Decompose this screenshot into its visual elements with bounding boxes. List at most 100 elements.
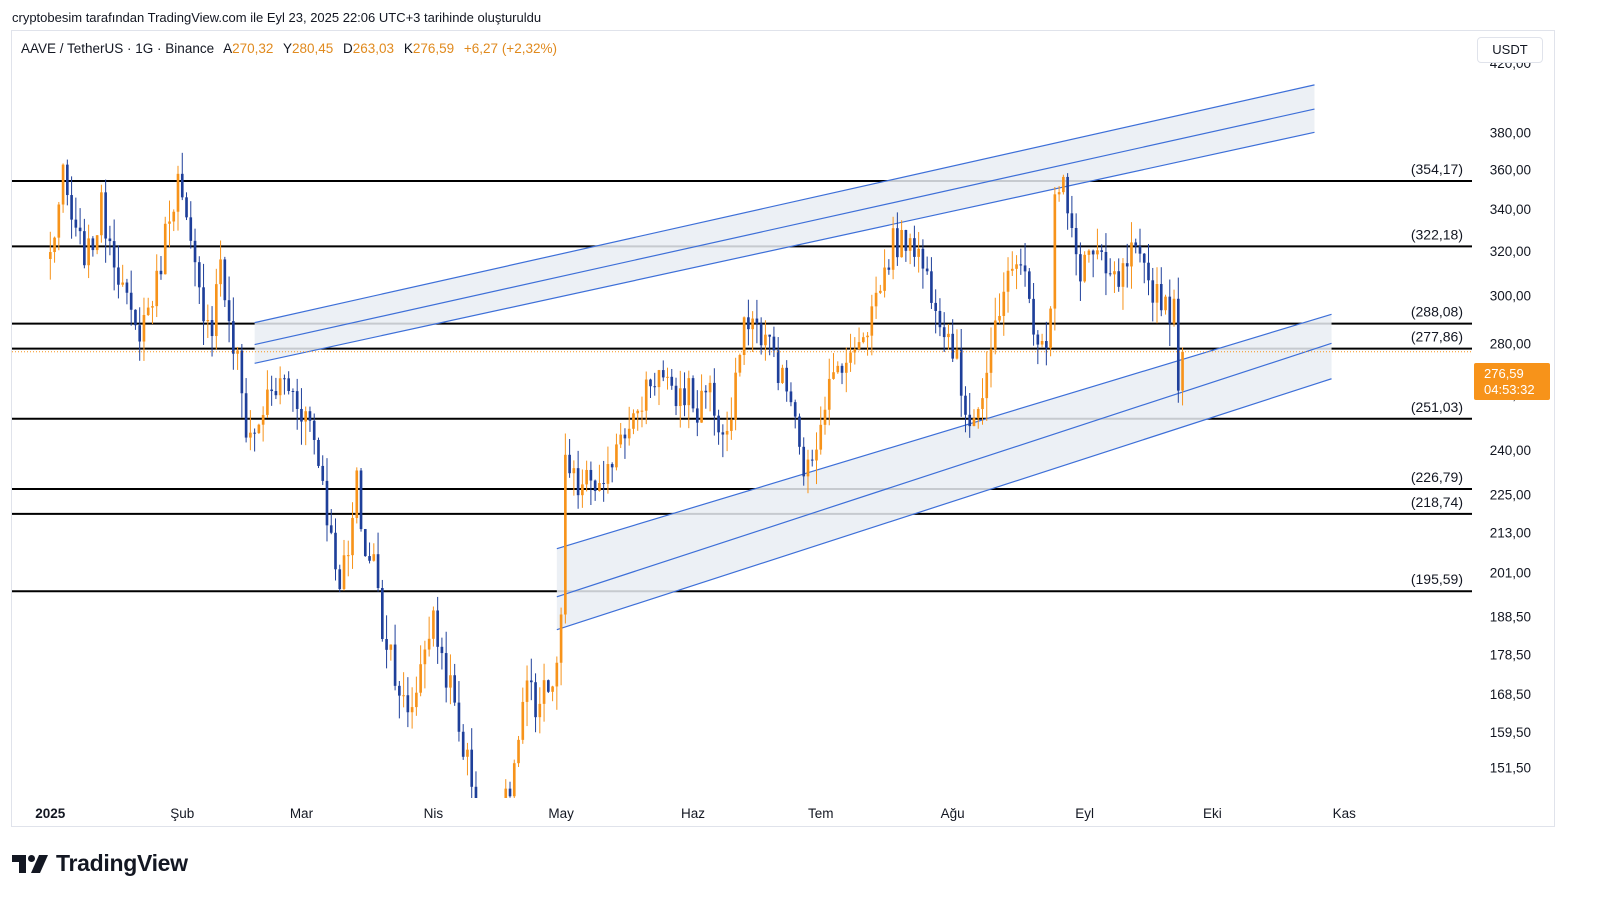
candle[interactable] bbox=[457, 681, 461, 742]
candle[interactable] bbox=[240, 344, 244, 418]
candle[interactable] bbox=[1151, 267, 1155, 322]
candle[interactable] bbox=[180, 152, 184, 201]
candle[interactable] bbox=[427, 616, 431, 657]
candle[interactable] bbox=[125, 278, 129, 305]
candle[interactable] bbox=[346, 540, 350, 577]
candle[interactable] bbox=[372, 543, 376, 562]
candle[interactable] bbox=[598, 464, 601, 492]
candle[interactable] bbox=[1010, 251, 1014, 276]
candle[interactable] bbox=[185, 192, 188, 221]
candle[interactable] bbox=[764, 320, 767, 361]
candle[interactable] bbox=[368, 542, 371, 564]
candle[interactable] bbox=[815, 432, 818, 485]
candle[interactable] bbox=[529, 658, 533, 701]
candle[interactable] bbox=[547, 679, 550, 693]
candle[interactable] bbox=[398, 681, 401, 719]
candle[interactable] bbox=[683, 372, 686, 417]
candle[interactable] bbox=[1117, 258, 1121, 292]
candle[interactable] bbox=[585, 460, 588, 492]
candle[interactable] bbox=[227, 276, 231, 343]
candle[interactable] bbox=[844, 347, 848, 393]
candle[interactable] bbox=[810, 449, 814, 467]
candle[interactable] bbox=[619, 422, 623, 449]
candle[interactable] bbox=[342, 539, 346, 591]
lower-channel-line-2[interactable] bbox=[556, 378, 1332, 631]
candle[interactable] bbox=[206, 304, 210, 339]
candle[interactable] bbox=[725, 411, 729, 452]
candle[interactable] bbox=[853, 337, 857, 365]
candle[interactable] bbox=[210, 306, 214, 357]
candle[interactable] bbox=[989, 327, 993, 388]
candle[interactable] bbox=[559, 607, 563, 686]
candle[interactable] bbox=[321, 455, 325, 485]
candle[interactable] bbox=[1181, 347, 1184, 406]
candle[interactable] bbox=[223, 256, 227, 308]
candle[interactable] bbox=[730, 397, 733, 440]
candle[interactable] bbox=[538, 687, 542, 734]
candle[interactable] bbox=[1091, 249, 1095, 278]
candle[interactable] bbox=[521, 687, 525, 744]
candle[interactable] bbox=[244, 378, 248, 443]
candle[interactable] bbox=[674, 377, 678, 416]
candle[interactable] bbox=[108, 225, 112, 256]
candle[interactable] bbox=[385, 615, 388, 669]
candle[interactable] bbox=[666, 367, 669, 390]
candle[interactable] bbox=[1070, 195, 1074, 238]
candle[interactable] bbox=[708, 375, 712, 412]
candle[interactable] bbox=[487, 813, 490, 843]
candle[interactable] bbox=[551, 685, 554, 702]
candle[interactable] bbox=[542, 663, 546, 722]
candle[interactable] bbox=[389, 644, 393, 661]
candle[interactable] bbox=[1019, 248, 1023, 275]
candle[interactable] bbox=[857, 327, 861, 351]
lower-channel-line-1[interactable] bbox=[556, 342, 1332, 598]
candle[interactable] bbox=[129, 270, 133, 326]
candle[interactable] bbox=[159, 256, 163, 280]
candle[interactable] bbox=[172, 209, 176, 232]
candle[interactable] bbox=[291, 388, 295, 412]
candle[interactable] bbox=[998, 293, 1001, 324]
candle[interactable] bbox=[1121, 258, 1125, 310]
candle[interactable] bbox=[202, 263, 205, 345]
candle[interactable] bbox=[959, 328, 963, 417]
candle[interactable] bbox=[653, 372, 657, 396]
candle[interactable] bbox=[415, 676, 418, 716]
candle[interactable] bbox=[87, 224, 90, 279]
candle[interactable] bbox=[295, 378, 299, 430]
upper-channel-line-1[interactable] bbox=[254, 108, 1315, 346]
candle[interactable] bbox=[1155, 267, 1159, 324]
candle[interactable] bbox=[1130, 222, 1133, 289]
candle[interactable] bbox=[492, 825, 495, 869]
candle[interactable] bbox=[678, 370, 682, 428]
candle[interactable] bbox=[623, 428, 627, 459]
candle[interactable] bbox=[581, 469, 584, 508]
candle[interactable] bbox=[691, 375, 695, 413]
candle[interactable] bbox=[193, 228, 197, 287]
candle[interactable] bbox=[1096, 228, 1099, 260]
candle[interactable] bbox=[214, 268, 218, 350]
candle[interactable] bbox=[219, 240, 222, 297]
candle[interactable] bbox=[657, 369, 661, 406]
candle[interactable] bbox=[512, 759, 516, 815]
candle[interactable] bbox=[968, 392, 972, 438]
candle[interactable] bbox=[359, 467, 363, 532]
candle[interactable] bbox=[329, 509, 333, 535]
candle[interactable] bbox=[1027, 268, 1031, 304]
candle[interactable] bbox=[483, 799, 486, 823]
candle[interactable] bbox=[606, 446, 610, 494]
candle[interactable] bbox=[772, 326, 776, 358]
candle[interactable] bbox=[661, 360, 665, 382]
candle[interactable] bbox=[964, 386, 967, 433]
candle[interactable] bbox=[474, 771, 478, 827]
candle[interactable] bbox=[287, 371, 290, 395]
candle[interactable] bbox=[627, 406, 631, 446]
candle[interactable] bbox=[759, 317, 763, 355]
candle[interactable] bbox=[134, 309, 137, 330]
candle[interactable] bbox=[908, 233, 912, 265]
candle[interactable] bbox=[53, 236, 56, 263]
candle[interactable] bbox=[938, 298, 942, 337]
candle[interactable] bbox=[836, 361, 840, 374]
candle[interactable] bbox=[83, 218, 86, 269]
candle[interactable] bbox=[393, 624, 397, 691]
candle[interactable] bbox=[440, 637, 444, 670]
